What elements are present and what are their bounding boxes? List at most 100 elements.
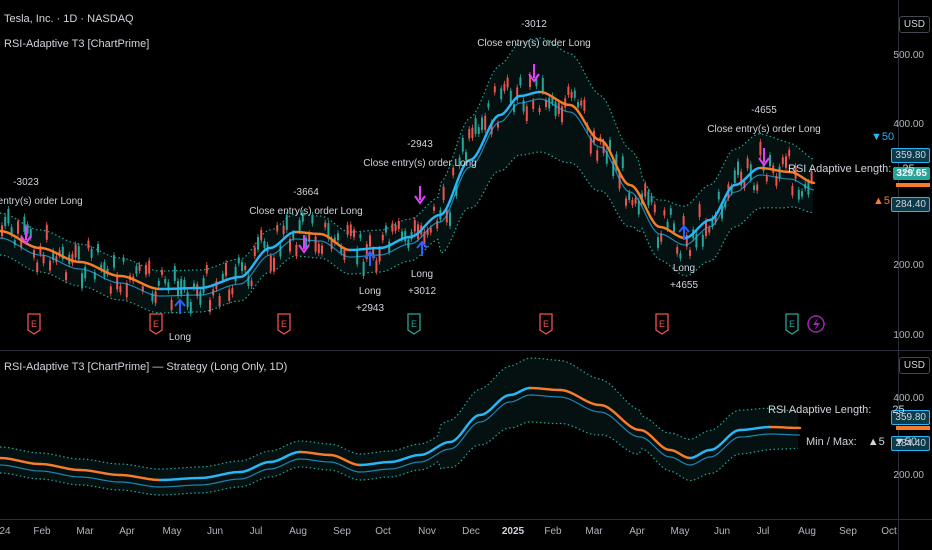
rsi-length-table-strategy: RSI Adaptive Length: 25 (768, 404, 905, 416)
earnings-icon (785, 313, 799, 335)
candle (55, 256, 58, 263)
candle (10, 227, 13, 235)
candle (74, 244, 77, 258)
candle (65, 272, 67, 281)
indicator-legend[interactable]: RSI-Adaptive T3 [ChartPrime] (4, 38, 150, 50)
candle (554, 101, 557, 116)
candle (260, 229, 263, 241)
candle (567, 86, 570, 96)
candle (196, 284, 199, 297)
close-annotation: -3012 Close entry(s) order Long (477, 19, 591, 49)
time-axis-label: Jul (756, 526, 770, 537)
candle (573, 90, 576, 98)
candle (765, 176, 768, 182)
last-price-tag: 329.65 (893, 167, 930, 180)
candle (397, 220, 400, 229)
candle (436, 220, 439, 229)
candle (669, 208, 672, 215)
close-annotation: -4655 Close entry(s) order Long (707, 105, 821, 135)
candle (282, 225, 285, 235)
time-axis-label: 24 (0, 526, 11, 537)
candle (234, 266, 237, 282)
candle (657, 237, 659, 248)
candle (468, 129, 471, 139)
candle (404, 231, 407, 242)
candle (631, 199, 634, 206)
candle (477, 127, 480, 135)
time-axis-label: Oct (375, 526, 391, 537)
candle (545, 100, 547, 108)
time-axis-label: Sep (839, 526, 857, 537)
candle (340, 246, 343, 253)
candle (484, 115, 487, 130)
time-axis-label: Nov (418, 526, 436, 537)
candle (164, 278, 167, 284)
candle (103, 262, 106, 277)
candle (487, 103, 490, 108)
candle (529, 74, 531, 88)
currency-button[interactable]: USD (898, 16, 930, 33)
candle (292, 232, 295, 239)
min-max-label: Min / Max: (806, 436, 857, 448)
time-axis-label: Aug (798, 526, 816, 537)
candle (695, 233, 698, 248)
candle (81, 273, 83, 289)
candle (458, 157, 461, 167)
time-axis-label: Apr (119, 526, 135, 537)
candle (753, 185, 755, 190)
lightning-bolt (813, 318, 820, 331)
candle (746, 158, 749, 169)
upper-band-tag: 359.80 (891, 148, 930, 163)
candle (676, 247, 679, 254)
symbol-legend[interactable]: Tesla, Inc. · 1D · NASDAQ (4, 13, 134, 25)
candle (263, 241, 266, 248)
candle (314, 236, 317, 252)
long-label: Long +4655 (669, 263, 699, 291)
candle (740, 171, 743, 186)
candle (257, 236, 259, 250)
candle (125, 283, 128, 298)
max-length-badge: ▼50 (871, 131, 895, 143)
candle (385, 225, 387, 233)
strategy-legend[interactable]: RSI-Adaptive T3 [ChartPrime] — Strategy … (4, 361, 288, 373)
candle (756, 184, 759, 191)
candle (209, 299, 211, 312)
candle (349, 224, 352, 236)
candle (189, 301, 192, 314)
candle (77, 246, 80, 260)
candle (119, 286, 122, 293)
lower-band-tag: 284.40 (891, 197, 930, 212)
candle (801, 191, 803, 197)
candle (45, 224, 48, 240)
candle (279, 245, 282, 257)
currency-button-strategy[interactable]: USD (898, 357, 930, 374)
candle (20, 237, 23, 248)
candle (698, 204, 701, 218)
t3-line-strategy-shadow (0, 394, 801, 488)
candle (154, 291, 157, 304)
candle (221, 273, 224, 281)
strategy-chart[interactable] (0, 351, 898, 519)
candle (52, 251, 55, 261)
price-axis-label: 400.00 (893, 393, 924, 404)
candle (218, 295, 221, 307)
candle (449, 212, 451, 227)
candle (717, 191, 720, 200)
candle (509, 90, 512, 104)
earnings-icon-label: E (281, 319, 287, 329)
price-axis-label: 500.00 (893, 50, 924, 61)
candle (7, 208, 10, 224)
candle (122, 257, 125, 262)
candle (253, 247, 256, 257)
candle (666, 221, 669, 229)
time-axis-label: Feb (33, 526, 51, 537)
close-annotation: -3023Close entry(s) order Long (0, 177, 83, 207)
candle (551, 95, 554, 104)
candle (317, 243, 320, 254)
strategy-tag-gap (896, 426, 930, 430)
bot-band-fill (0, 358, 798, 495)
earnings-icon (539, 313, 553, 335)
pane-divider[interactable] (0, 350, 932, 351)
candle (327, 223, 330, 239)
